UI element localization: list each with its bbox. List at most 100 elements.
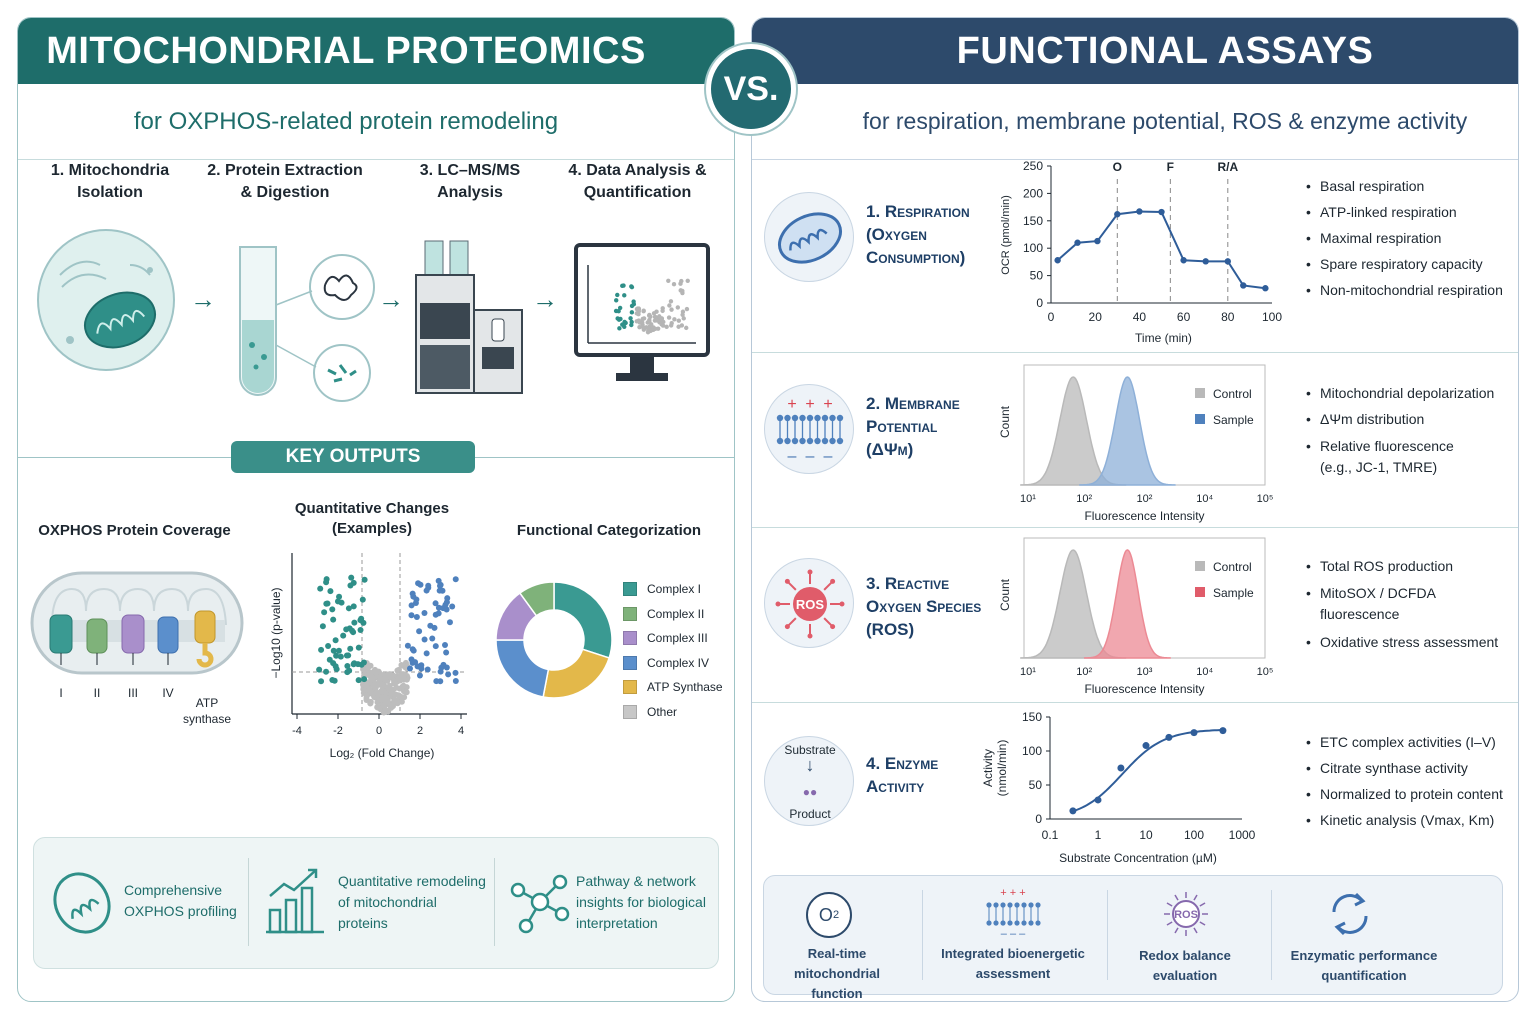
ocr-ytick: 50 (1030, 269, 1044, 283)
volcano-point (378, 696, 385, 703)
volcano-point-up (437, 581, 444, 588)
ocr-line (1056, 210, 1266, 290)
legend-item: Complex III (623, 631, 708, 645)
ocr-xtick: 80 (1221, 310, 1235, 324)
volcano-point (363, 680, 370, 687)
volcano-point-up (443, 649, 450, 656)
membrane-bullets: Mitochondrial depolarization ΔΨm distrib… (1306, 384, 1494, 486)
volcano-point-up (442, 601, 449, 608)
hist-xtick: 10⁵ (1257, 493, 1274, 505)
volcano-point-up (432, 611, 439, 618)
histogram-sample (1083, 549, 1171, 659)
volcano-point-down (330, 616, 337, 623)
membrane-title: 2. Membrane Potential (ΔΨm) (866, 394, 960, 459)
kinetic-point (1069, 807, 1077, 815)
ros-title: 3. Reactive Oxygen Species (ROS) (866, 574, 982, 639)
volcano-point-down (361, 676, 368, 683)
footer-redox-text: Redox balance evaluation (1139, 948, 1231, 983)
legend-item: Complex IV (623, 655, 709, 670)
kinetic-point (1165, 733, 1173, 741)
bullet: Maximal respiration (1306, 229, 1503, 247)
volcano-point-up (446, 619, 453, 626)
enz-xtick: 1 (1095, 828, 1102, 842)
categorization-donut (495, 581, 613, 699)
volcano-point (373, 668, 380, 675)
cycle-icon (1332, 892, 1368, 936)
hist-xtick: 10¹ (1020, 666, 1036, 678)
injection-label: O (1113, 160, 1122, 174)
down-arrow-icon: ↓ (805, 755, 815, 775)
volcano-xtick: 2 (417, 725, 423, 737)
legend-label: Complex III (647, 631, 708, 645)
volcano-point-down (358, 661, 365, 668)
bullet: Total ROS production (1306, 557, 1498, 575)
ocr-ytick: 0 (1036, 296, 1043, 310)
hist-ylabel: Count (998, 578, 1012, 611)
enz-xtick: 1000 (1229, 828, 1256, 842)
ros-histogram: 10¹ 10² 10³ 10⁴ 10⁵ Count Fluorescence Intensi… (998, 537, 1274, 696)
ros-bullets: Total ROS production MitoSOX / DCFDA flu… (1306, 557, 1498, 659)
bullet: Kinetic analysis (Vmax, Km) (1306, 811, 1503, 829)
bullet: ETC complex activities (I–V) (1306, 733, 1503, 751)
svg-text:→: → (190, 284, 216, 314)
volcano-point (367, 669, 374, 676)
oxphos-coverage-diagram: I II III IV (30, 571, 244, 700)
legend-swatch (623, 680, 637, 694)
membrane-footer-icon: + + + – – – (986, 887, 1041, 937)
volcano-point-up (442, 642, 449, 649)
cell-icon (37, 229, 175, 371)
volcano-point-up (436, 587, 443, 594)
volcano-point-down (330, 647, 337, 654)
legend-item: Other (623, 704, 677, 719)
volcano-point-down (361, 576, 368, 583)
volcano-point (387, 702, 394, 709)
complex-II-label: II (94, 686, 101, 700)
volcano-point-up (433, 678, 440, 685)
volcano-point-up (445, 671, 452, 678)
step-1-label: 1. Mitochondria Isolation (50, 162, 170, 201)
footer-sep (1107, 890, 1108, 980)
hist-legend-swatch (1195, 587, 1205, 597)
footer-integrated-text: Integrated bioenergetic assessment (941, 946, 1085, 981)
volcano-point (380, 709, 387, 716)
hist-legend-swatch (1195, 388, 1205, 398)
proteomics-header: MITOCHONDRIAL PROTEOMICS (18, 18, 734, 84)
ocr-point (1136, 208, 1143, 215)
volcano-point-down (344, 663, 351, 670)
legend-swatch (623, 655, 637, 670)
hist-xtick: 10² (1137, 493, 1153, 505)
monitor-icon (574, 243, 710, 381)
kinetic-point (1219, 727, 1227, 735)
hist-xlabel: Fluorescence Intensity (1084, 509, 1204, 523)
enz-xtick: 10 (1139, 828, 1153, 842)
complex-IV-label: IV (162, 686, 173, 700)
footer-sep (1271, 890, 1272, 980)
volcano-ylabel: −Log10 (p-value) (269, 587, 283, 678)
volcano-xtick: -2 (333, 725, 343, 737)
volcano-point-up (435, 604, 442, 611)
volcano-point-down (345, 652, 352, 659)
svg-text:+: + (823, 396, 832, 413)
volcano-point-up (452, 677, 459, 684)
histogram-sample (1079, 376, 1176, 486)
volcano-point (398, 661, 405, 668)
ocr-xtick: 100 (1262, 310, 1282, 324)
volcano-point-down (318, 678, 325, 685)
proteomics-footer (33, 837, 719, 969)
hist-legend-label: Sample (1213, 413, 1254, 427)
volcano-point-down (329, 676, 336, 683)
svg-text:+: + (805, 396, 814, 413)
volcano-point-up (452, 669, 459, 676)
volcano-point-down (343, 626, 350, 633)
hist-xtick: 10⁵ (1257, 666, 1274, 678)
volcano-point-up (432, 600, 439, 607)
volcano-point-down (355, 644, 362, 651)
hist-legend-label: Control (1213, 560, 1252, 574)
enz-ylabel-unit: (nmol/min) (995, 740, 1009, 797)
hist-xtick: 10⁴ (1196, 666, 1213, 678)
volcano-point-down (321, 609, 328, 616)
bullet: MitoSOX / DCFDA fluorescence (1306, 583, 1498, 625)
ocr-chart: 0 50 100 150 200 250 0 20 40 60 80 100 O F R/A OCR (pmo… (1000, 159, 1282, 345)
ocr-xtick: 40 (1133, 310, 1147, 324)
hist-xtick: 10² (1076, 493, 1092, 505)
